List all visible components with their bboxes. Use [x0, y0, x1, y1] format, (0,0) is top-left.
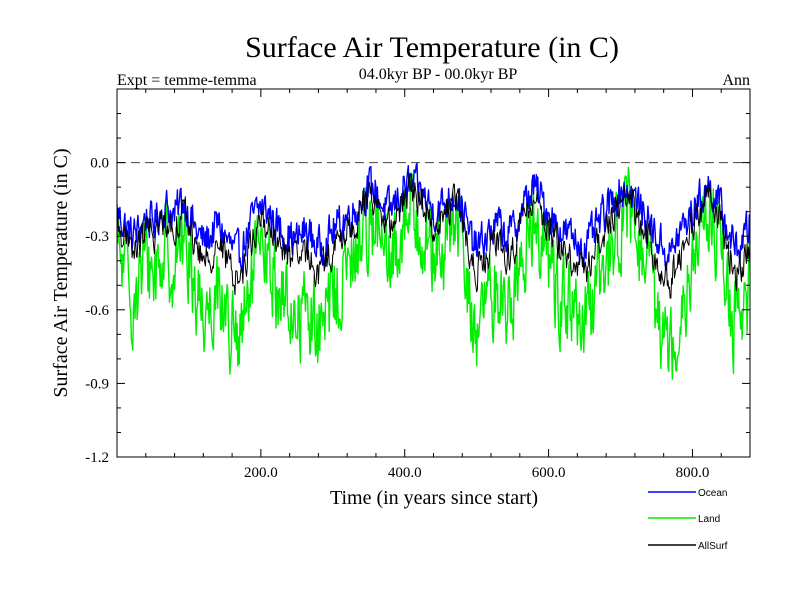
y-tick-label: -0.9	[85, 376, 109, 392]
x-tick-label: 200.0	[244, 465, 278, 481]
x-tick-label: 800.0	[676, 465, 710, 481]
experiment-label: Expt = temme-temma	[117, 72, 257, 89]
legend-label-ocean: Ocean	[698, 488, 727, 499]
x-axis-label: Time (in years since start)	[330, 487, 538, 509]
y-tick-label: -0.6	[85, 303, 109, 319]
y-tick-label: -1.2	[85, 450, 109, 466]
plot-frame	[116, 88, 751, 458]
x-tick-label: 400.0	[388, 465, 422, 481]
axis-ticks: 200.0 400.0 600.0 800.0 -1.2 -0.9 -0.6 -0.3 0.0	[85, 89, 750, 481]
chart-title: Surface Air Temperature (in C)	[245, 31, 619, 64]
legend-label-land: Land	[698, 514, 720, 525]
y-tick-label: -0.3	[85, 229, 109, 245]
series-group	[117, 162, 750, 380]
y-axis-label: Surface Air Temperature (in C)	[50, 148, 72, 397]
chart-subtitle: 04.0kyr BP - 00.0kyr BP	[359, 66, 518, 83]
legend: Ocean Land AllSurf	[648, 488, 728, 552]
y-tick-label: 0.0	[90, 156, 109, 172]
x-tick-label: 600.0	[532, 465, 566, 481]
series-line-land	[117, 166, 750, 380]
legend-label-allsurf: AllSurf	[698, 541, 728, 552]
series-line-ocean	[117, 162, 750, 274]
series-line-allsurf	[117, 172, 750, 299]
season-label: Ann	[722, 72, 750, 89]
